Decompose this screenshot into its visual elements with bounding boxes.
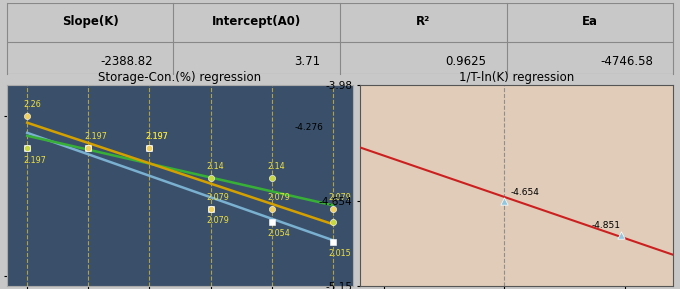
Point <box>616 232 627 237</box>
Text: 2.054: 2.054 <box>268 229 290 238</box>
Text: -2388.82: -2388.82 <box>101 55 154 68</box>
Text: 3.71: 3.71 <box>294 55 320 68</box>
Point <box>83 146 94 151</box>
Text: 2.015: 2.015 <box>328 249 352 258</box>
Point <box>327 220 338 225</box>
Point <box>83 146 94 151</box>
Point <box>267 207 277 212</box>
Point <box>22 146 33 151</box>
Point <box>499 199 510 203</box>
Text: 2.079: 2.079 <box>328 193 352 202</box>
Point <box>144 146 155 151</box>
Point <box>144 146 155 151</box>
Text: 2.197: 2.197 <box>23 156 46 165</box>
Point <box>22 114 33 118</box>
Point <box>22 146 33 151</box>
Point <box>205 175 216 180</box>
Text: 0.9625: 0.9625 <box>445 55 487 68</box>
Text: 2.197: 2.197 <box>146 132 168 141</box>
Text: 2.197: 2.197 <box>84 132 107 141</box>
Point <box>205 207 216 212</box>
Text: Slope(K): Slope(K) <box>62 15 118 28</box>
Text: Ea: Ea <box>582 15 598 28</box>
Point <box>327 207 338 212</box>
Text: 2.197: 2.197 <box>146 132 168 141</box>
Text: 2.14: 2.14 <box>268 162 285 171</box>
Title: 1/T-ln(K) regression: 1/T-ln(K) regression <box>459 71 574 84</box>
Point <box>267 220 277 225</box>
Point <box>326 134 337 138</box>
Point <box>205 207 216 212</box>
Text: -4746.58: -4746.58 <box>600 55 653 68</box>
Point <box>327 240 338 244</box>
Text: 2.14: 2.14 <box>207 162 224 171</box>
Text: R²: R² <box>416 15 430 28</box>
Text: 2.079: 2.079 <box>268 193 290 202</box>
Text: 2.079: 2.079 <box>207 193 229 202</box>
Point <box>267 175 277 180</box>
Text: 2.26: 2.26 <box>23 100 41 109</box>
Point <box>83 146 94 151</box>
Title: Storage-Con.(%) regression: Storage-Con.(%) regression <box>99 71 262 84</box>
Text: -4.851: -4.851 <box>591 221 620 230</box>
Point <box>144 146 155 151</box>
Text: 2.079: 2.079 <box>207 216 229 225</box>
Text: Intercept(A0): Intercept(A0) <box>212 15 301 28</box>
Text: -4.276: -4.276 <box>294 123 324 132</box>
Text: -4.654: -4.654 <box>511 188 539 197</box>
